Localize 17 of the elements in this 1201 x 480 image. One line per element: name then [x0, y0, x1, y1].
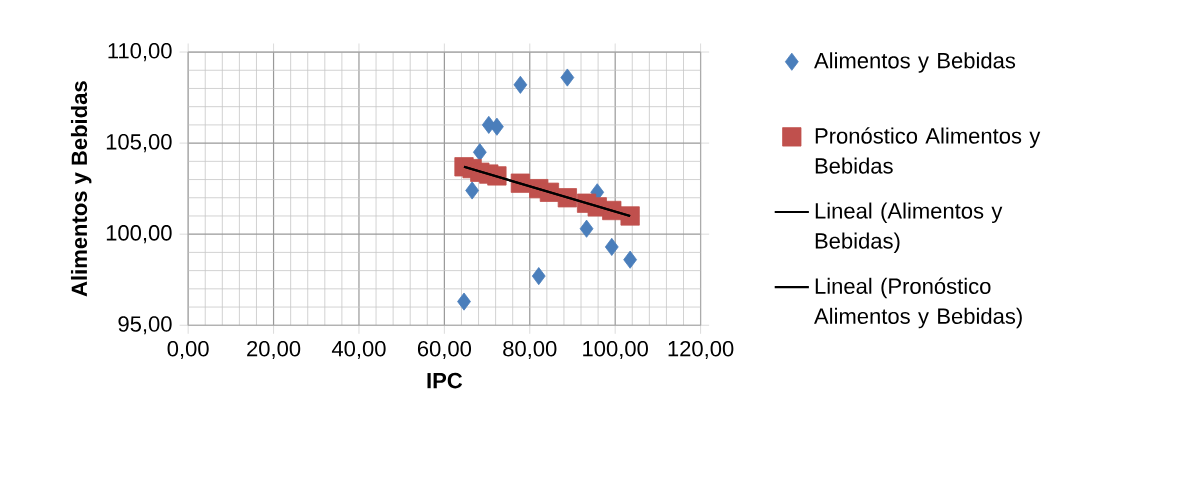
y-axis-title: Alimentos y Bebidas — [70, 81, 92, 297]
x-tick-label: 100,00 — [583, 340, 648, 359]
y-tick-label: 110,00 — [108, 42, 172, 61]
y-tick-label: 100,00 — [106, 224, 172, 244]
x-tick-label: 60,00 — [417, 340, 472, 359]
x-tick-label: 120,00 — [668, 340, 734, 359]
x-axis-title: IPC — [427, 372, 463, 389]
legend-label: Lineal (Pronóstico Alimentos y Bebidas) — [814, 277, 1022, 329]
x-tick-label: 80,00 — [503, 340, 557, 359]
legend-label: Alimentos y Bebidas — [814, 52, 1016, 73]
legend-label: Pronóstico Alimentos y Bebidas — [815, 127, 1041, 174]
x-tick-label: 0,00 — [167, 340, 209, 359]
y-tick-label: 105,00 — [106, 133, 172, 153]
legend-label: Lineal (Alimentos y Bebidas) — [815, 202, 1003, 253]
x-tick-label: 40,00 — [331, 340, 386, 359]
y-tick-label: 95,00 — [118, 316, 172, 335]
x-tick-label: 20,00 — [247, 340, 301, 359]
